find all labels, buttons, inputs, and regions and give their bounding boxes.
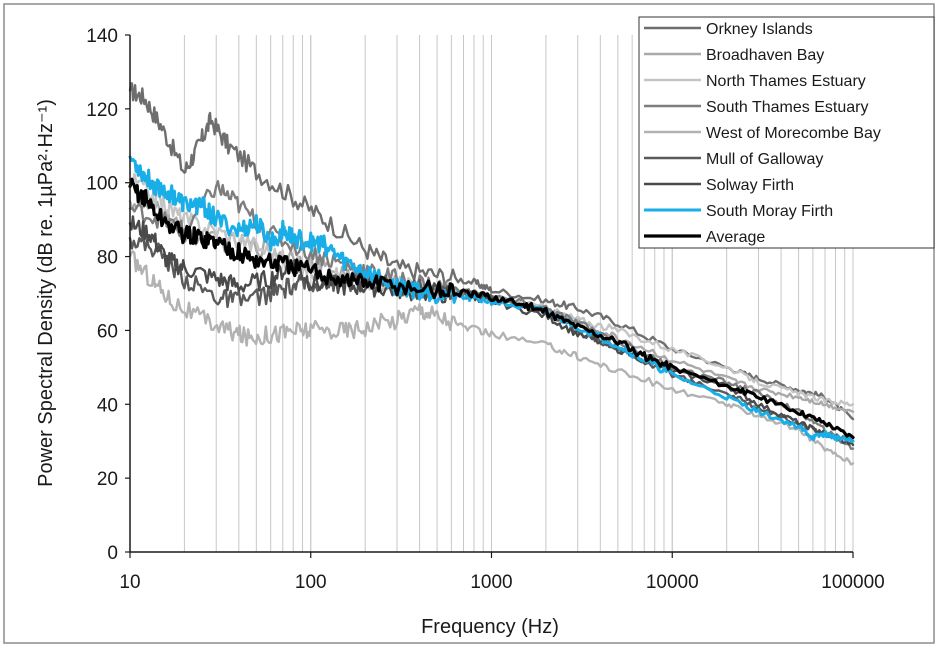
- legend-label-1: Broadhaven Bay: [706, 47, 824, 64]
- x-tick-label: 1000: [470, 572, 512, 593]
- x-tick-label: 10: [119, 572, 140, 593]
- y-tick-label: 80: [97, 248, 118, 269]
- legend-label-6: Solway Firth: [706, 177, 794, 194]
- series-layer: [128, 82, 855, 466]
- y-tick-label: 60: [97, 321, 118, 342]
- legend: Orkney Islands Broadhaven Bay North Thames…: [638, 16, 935, 249]
- legend-label-3: South Thames Estuary: [706, 99, 868, 116]
- legend-label-4: West of Morecombe Bay: [706, 125, 881, 142]
- series-line-8: [128, 177, 855, 440]
- y-tick-label: 120: [86, 100, 118, 121]
- series-line-4: [128, 250, 855, 466]
- legend-label-2: North Thames Estuary: [706, 73, 866, 90]
- y-tick-label: 0: [107, 543, 118, 564]
- series-line-7: [128, 155, 855, 444]
- chart-border: [3, 3, 935, 644]
- legend-label-8: Average: [706, 229, 765, 246]
- legend-label-7: South Moray Firth: [706, 203, 833, 220]
- y-tick-label: 100: [86, 174, 118, 195]
- y-tick-label: 40: [97, 395, 118, 416]
- y-tick-label: 140: [86, 26, 118, 47]
- x-axis-title: Frequency (Hz): [421, 616, 559, 638]
- x-tick-label: 100: [295, 572, 327, 593]
- y-tick-label: 20: [97, 469, 118, 490]
- legend-label-0: Orkney Islands: [706, 21, 813, 38]
- x-tick-label: 100000: [821, 572, 884, 593]
- x-tick-label: 10000: [646, 572, 699, 593]
- x-tick-labels: 10 100 1000 10000 100000: [119, 552, 885, 593]
- y-tick-labels: 0 20 40 60 80 100 120 140: [86, 26, 130, 564]
- legend-label-5: Mull of Galloway: [706, 151, 823, 168]
- y-axis-title: Power Spectral Density (dB re. 1µPa²·Hz⁻…: [35, 99, 57, 487]
